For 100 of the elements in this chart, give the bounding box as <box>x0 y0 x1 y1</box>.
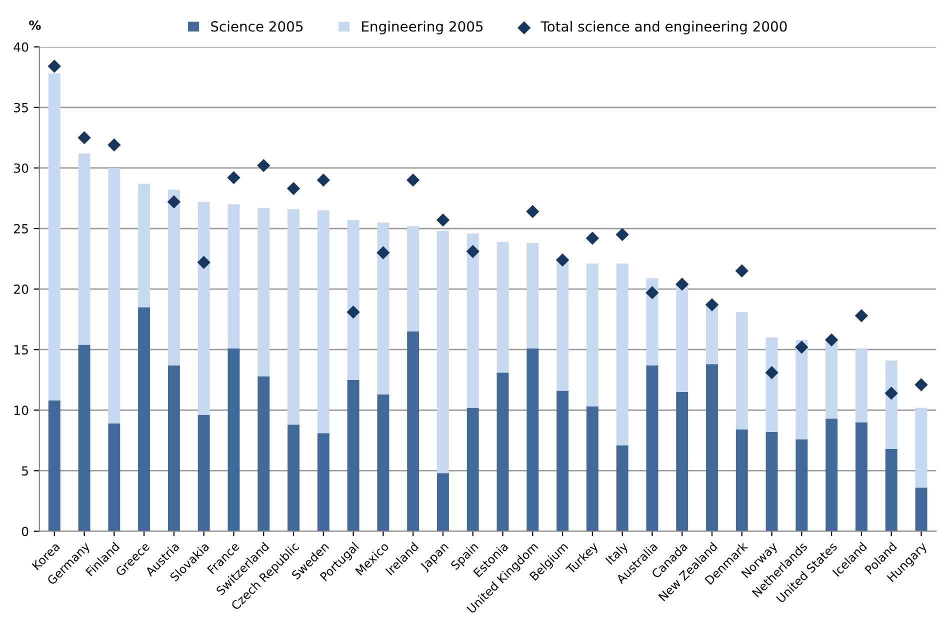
y-tick-label: 20 <box>14 284 28 294</box>
point <box>257 158 270 172</box>
point <box>676 278 689 291</box>
bar <box>616 445 628 532</box>
point <box>705 298 719 312</box>
legend-label: Science 2005 <box>211 20 303 32</box>
y-tick-label: 0 <box>22 526 28 536</box>
point <box>914 378 928 392</box>
bar <box>78 344 90 532</box>
bar <box>466 408 479 532</box>
bar <box>347 380 360 532</box>
point <box>854 309 868 322</box>
point <box>436 213 450 227</box>
bar <box>496 372 509 532</box>
point <box>376 246 390 260</box>
bar <box>168 365 180 532</box>
bar <box>646 278 658 366</box>
y-tick-label: 5 <box>22 466 28 476</box>
bar <box>706 364 718 532</box>
bar <box>48 400 60 532</box>
point <box>526 204 540 218</box>
bar <box>646 365 658 532</box>
bar <box>168 190 180 366</box>
point <box>556 253 570 267</box>
bar <box>586 406 598 532</box>
bar <box>288 424 300 532</box>
bar <box>855 348 868 422</box>
bar <box>676 392 688 532</box>
point <box>286 182 300 196</box>
legend-label: Engineering 2005 <box>362 20 483 34</box>
bar <box>796 340 808 440</box>
y-tick-label: 25 <box>14 224 28 234</box>
bar <box>915 488 928 532</box>
bar <box>885 448 898 532</box>
bar <box>347 220 360 380</box>
point <box>795 340 808 354</box>
bar <box>736 430 748 532</box>
point <box>406 173 420 187</box>
bar <box>436 230 449 474</box>
bar <box>317 210 330 434</box>
bar <box>407 331 420 532</box>
bar <box>586 264 598 407</box>
y-tick-label: 35 <box>14 102 28 112</box>
bar <box>826 418 838 532</box>
point <box>78 131 91 144</box>
point <box>765 366 778 380</box>
bar <box>288 209 300 425</box>
bar <box>676 284 688 392</box>
bar <box>915 408 928 488</box>
bar <box>108 168 120 424</box>
bar <box>526 243 539 348</box>
y-tick-label: 15 <box>14 345 28 355</box>
point <box>735 264 748 278</box>
bar <box>526 348 539 532</box>
point <box>227 171 240 184</box>
bar <box>736 312 748 430</box>
bar <box>377 222 390 394</box>
bar <box>556 258 569 391</box>
bar <box>885 360 898 449</box>
y-axis-title: % <box>29 20 41 30</box>
bar <box>407 226 420 332</box>
bar <box>466 233 479 408</box>
bar <box>198 202 210 415</box>
point <box>466 244 480 258</box>
bar <box>377 394 390 532</box>
bar <box>78 153 90 345</box>
point <box>346 305 360 319</box>
y-tick-label: 30 <box>14 163 28 173</box>
bar <box>496 242 509 373</box>
bar <box>258 208 270 376</box>
point <box>48 60 61 73</box>
bar <box>436 473 449 532</box>
bar <box>766 432 778 532</box>
point <box>167 195 181 208</box>
bar <box>198 415 210 532</box>
bar <box>796 439 808 532</box>
point <box>646 286 659 300</box>
point <box>824 333 838 347</box>
point <box>616 228 629 242</box>
bar <box>258 376 270 532</box>
bar <box>108 423 120 532</box>
point <box>884 386 898 400</box>
point <box>316 173 330 187</box>
bar <box>766 338 778 432</box>
point <box>108 138 121 152</box>
bar <box>48 74 60 400</box>
bar <box>317 433 330 532</box>
point <box>197 256 210 270</box>
bar <box>138 307 150 532</box>
bar <box>228 348 240 532</box>
bar <box>138 184 150 308</box>
bar <box>556 390 569 532</box>
bar <box>228 204 240 348</box>
legend-label: Total science and engineering 2000 <box>540 20 787 34</box>
y-tick-label: 40 <box>14 42 28 52</box>
bar <box>706 302 718 364</box>
bar <box>855 422 868 532</box>
y-tick-label: 10 <box>14 406 28 416</box>
point <box>586 232 600 245</box>
bar <box>616 264 628 446</box>
